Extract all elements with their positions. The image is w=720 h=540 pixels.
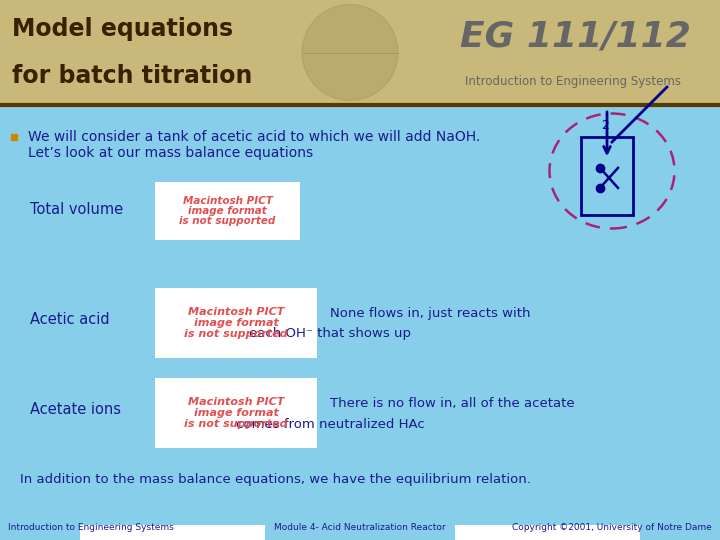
- Text: There is no flow in, all of the acetate: There is no flow in, all of the acetate: [330, 397, 575, 410]
- Text: Acetic acid: Acetic acid: [30, 313, 109, 327]
- Text: Introduction to Engineering Systems: Introduction to Engineering Systems: [465, 76, 681, 89]
- Text: image format: image format: [188, 206, 267, 216]
- Bar: [155, 378, 317, 448]
- Text: is not supported: is not supported: [184, 329, 288, 339]
- Text: Macintosh PICT: Macintosh PICT: [183, 195, 272, 206]
- Text: 2: 2: [601, 119, 609, 132]
- Circle shape: [302, 4, 398, 100]
- Text: Total volume: Total volume: [30, 202, 123, 218]
- Text: EG 111/112: EG 111/112: [460, 20, 691, 54]
- Text: is not supported: is not supported: [179, 217, 276, 226]
- Text: In addition to the mass balance equations, we have the equilibrium relation.: In addition to the mass balance equation…: [20, 474, 531, 487]
- Text: Introduction to Engineering Systems: Introduction to Engineering Systems: [8, 523, 174, 532]
- Text: Let’s look at our mass balance equations: Let’s look at our mass balance equations: [28, 146, 313, 160]
- Bar: [581, 137, 633, 215]
- Text: Copyright ©2001, University of Notre Dame: Copyright ©2001, University of Notre Dam…: [512, 523, 712, 532]
- Text: is not supported: is not supported: [184, 419, 288, 429]
- Text: each OH⁻ that shows up: each OH⁻ that shows up: [249, 327, 411, 341]
- Text: We will consider a tank of acetic acid to which we will add NaOH.: We will consider a tank of acetic acid t…: [28, 130, 480, 144]
- Bar: [155, 182, 300, 240]
- Text: Acetate ions: Acetate ions: [30, 402, 121, 417]
- Text: Macintosh PICT: Macintosh PICT: [188, 397, 284, 407]
- Bar: [455, 525, 640, 540]
- Text: comes from neutralized HAc: comes from neutralized HAc: [235, 417, 424, 430]
- Bar: [155, 288, 317, 358]
- Text: None flows in, just reacts with: None flows in, just reacts with: [330, 307, 531, 321]
- Text: Model equations: Model equations: [12, 17, 233, 42]
- Text: Macintosh PICT: Macintosh PICT: [188, 307, 284, 317]
- Bar: [80, 525, 265, 540]
- Bar: [0, 0, 720, 105]
- Text: image format: image format: [194, 318, 279, 328]
- Text: image format: image format: [194, 408, 279, 418]
- Text: Module 4- Acid Neutralization Reactor: Module 4- Acid Neutralization Reactor: [274, 523, 446, 532]
- Text: for batch titration: for batch titration: [12, 64, 253, 87]
